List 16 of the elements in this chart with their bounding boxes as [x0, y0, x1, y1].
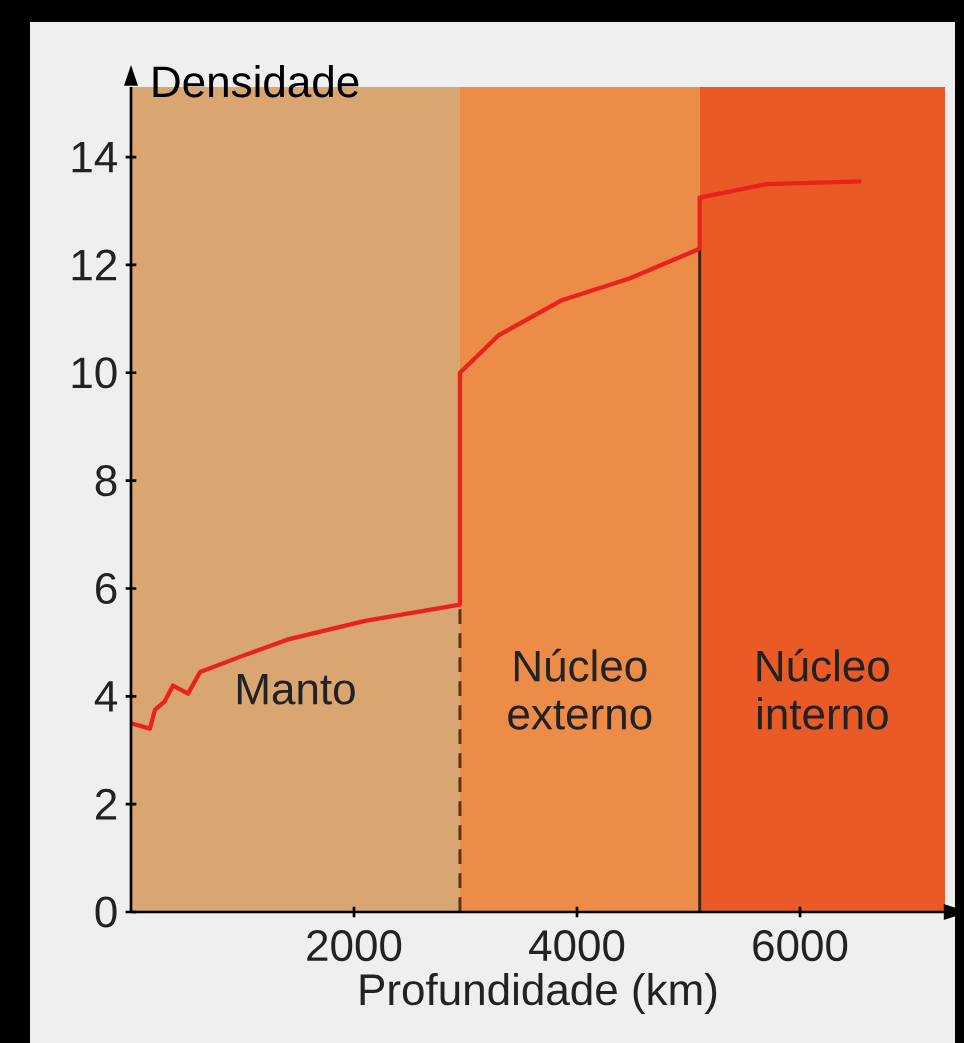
x-tick-label: 6000 [753, 930, 848, 962]
x-tick-label: 2000 [307, 930, 402, 962]
y-axis-title: Densidade [153, 65, 359, 98]
y-tick-label: 6 [96, 572, 117, 605]
band-label: Núcleo interno [757, 648, 889, 730]
band-label: Manto [237, 673, 355, 705]
x-tick-label: 4000 [529, 930, 625, 962]
y-tick-label: 12 [72, 249, 117, 281]
y-tick-label: 8 [95, 465, 117, 497]
y-tick-label: 4 [94, 681, 118, 712]
band-label: Núcleo externo [508, 648, 652, 730]
y-tick-label: 10 [72, 357, 117, 389]
x-axis-title: Profundidade (km) [360, 973, 717, 1015]
y-tick-label: 2 [96, 788, 117, 820]
y-tick-label: 14 [72, 141, 117, 173]
y-tick-label: 0 [95, 896, 117, 928]
